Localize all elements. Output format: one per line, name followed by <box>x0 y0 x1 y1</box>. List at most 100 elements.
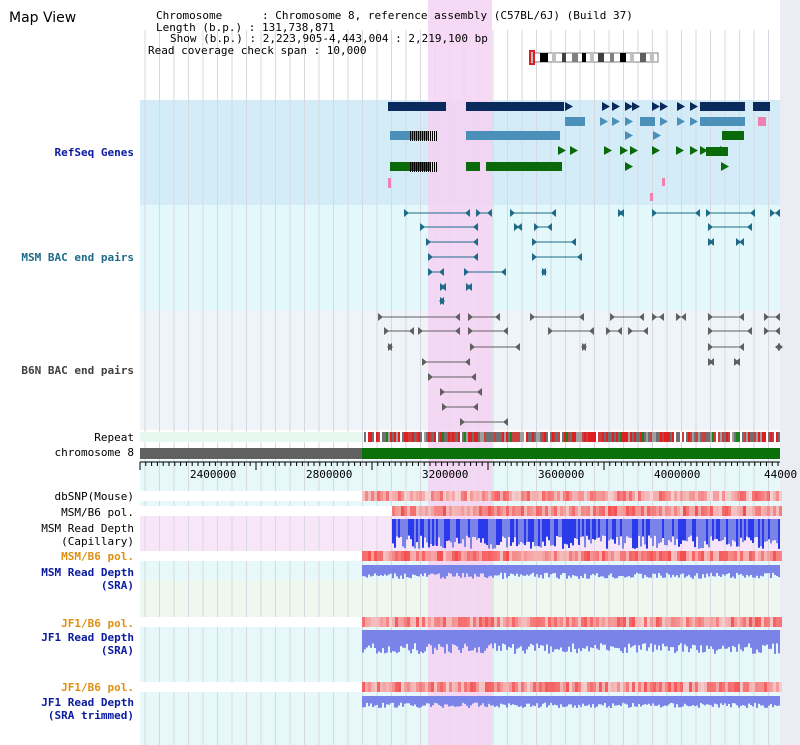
depth-bar <box>770 630 772 649</box>
heat-cell <box>743 617 746 627</box>
repeat-cell <box>706 432 708 442</box>
heat-cell <box>527 617 530 627</box>
heat-cell <box>500 617 503 627</box>
track-label-refseq[interactable]: RefSeq Genes <box>54 146 134 159</box>
heat-cell <box>560 551 563 561</box>
depth-bar <box>466 696 468 706</box>
repeat-track[interactable] <box>140 432 780 442</box>
depth-bar <box>402 519 404 547</box>
depth-bar <box>746 630 748 647</box>
depth-bar <box>744 565 746 578</box>
depth-bar <box>586 565 588 579</box>
track-label-msm-bac[interactable]: MSM BAC end pairs <box>21 251 134 264</box>
track-label-b6n-bac[interactable]: B6N BAC end pairs <box>21 364 134 377</box>
heat-cell <box>503 551 506 561</box>
depth-bar <box>600 696 602 705</box>
repeat-cell <box>426 432 428 442</box>
bac-pair-end <box>422 358 427 366</box>
depth-bar <box>724 565 726 576</box>
depth-bar <box>434 696 436 703</box>
heat-cell <box>710 551 713 561</box>
heat-cell <box>743 682 746 692</box>
heat-cell <box>455 491 458 501</box>
heat-cell <box>755 506 758 516</box>
depth-bar <box>474 519 476 538</box>
bac-pair-end <box>439 297 444 305</box>
heat-cell <box>548 682 551 692</box>
depth-bar <box>704 519 706 542</box>
refseq-genes-track[interactable] <box>388 102 770 201</box>
heat-cell <box>602 491 605 501</box>
depth-bar <box>498 565 500 576</box>
heat-cell <box>698 491 701 501</box>
heat-cell <box>776 551 779 561</box>
chromosome-track[interactable] <box>140 448 780 459</box>
heat-cell <box>767 551 770 561</box>
heat-cell <box>605 617 608 627</box>
heat-cell <box>662 682 665 692</box>
heat-cell <box>662 506 665 516</box>
depth-bar <box>718 696 720 708</box>
depth-bar <box>366 565 368 578</box>
repeat-cell <box>432 432 434 442</box>
depth-bar <box>640 565 642 574</box>
axis-tick: 2400000 <box>190 468 237 481</box>
depth-bar <box>726 630 728 649</box>
depth-bar <box>594 696 596 708</box>
depth-bar <box>372 565 374 576</box>
depth-bar <box>740 630 742 650</box>
repeat-cell <box>638 432 640 442</box>
heat-cell <box>737 682 740 692</box>
heat-cell <box>557 506 560 516</box>
exon-tick <box>432 131 433 141</box>
depth-bar <box>728 519 730 544</box>
depth-bar <box>736 519 738 547</box>
depth-bar <box>380 630 382 653</box>
depth-bar <box>622 696 624 703</box>
gene-block <box>388 102 446 111</box>
depth-bar <box>476 519 478 540</box>
heat-cell <box>662 551 665 561</box>
heat-cell <box>551 617 554 627</box>
repeat-cell <box>366 432 368 442</box>
heat-cell <box>536 682 539 692</box>
depth-bar <box>630 519 632 539</box>
read-depth-tracks[interactable] <box>362 519 780 708</box>
depth-bar <box>526 519 528 543</box>
depth-bar <box>500 630 502 651</box>
heat-cell <box>371 551 374 561</box>
heat-cell <box>653 506 656 516</box>
info-show: Show (b.p.) : 2,223,905-4,443,004 : 2,21… <box>170 32 488 45</box>
repeat-cell <box>502 432 504 442</box>
b6n-bac-track[interactable] <box>378 313 783 426</box>
heat-cell <box>764 491 767 501</box>
heat-cell <box>563 682 566 692</box>
heat-cell <box>572 551 575 561</box>
heat-cell <box>578 506 581 516</box>
depth-bar <box>446 630 448 645</box>
heat-cell <box>707 491 710 501</box>
heat-cell <box>623 682 626 692</box>
heat-cell <box>578 491 581 501</box>
depth-bar <box>748 565 750 577</box>
depth-bar <box>774 565 776 575</box>
heat-cell <box>557 617 560 627</box>
msm-bac-track[interactable] <box>404 209 780 305</box>
repeat-cell <box>442 432 444 442</box>
depth-bar <box>640 696 642 707</box>
track-label-jf1-depth-sra: JF1 Read Depth (SRA) <box>41 631 134 657</box>
heatmap-tracks[interactable] <box>140 491 782 692</box>
heat-cell <box>545 682 548 692</box>
depth-bar <box>394 630 396 652</box>
depth-bar <box>484 565 486 578</box>
heat-cell <box>623 506 626 516</box>
repeat-cell <box>632 432 634 442</box>
depth-bar <box>500 696 502 704</box>
heat-cell <box>674 617 677 627</box>
repeat-cell <box>572 432 574 442</box>
heat-cell <box>776 617 779 627</box>
heat-cell <box>695 551 698 561</box>
chromosome-ideogram[interactable] <box>529 50 659 65</box>
depth-bar <box>662 630 664 644</box>
